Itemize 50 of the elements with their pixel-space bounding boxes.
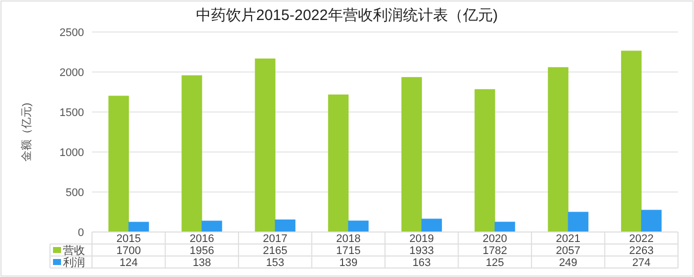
data-label: 1933 <box>409 245 434 257</box>
bar <box>254 58 276 232</box>
y-tick-label: 500 <box>66 187 84 199</box>
bar <box>568 212 588 232</box>
data-label: 124 <box>119 257 138 269</box>
bar <box>328 94 349 232</box>
data-label: 1700 <box>116 245 141 257</box>
chart-title: 中药饮片2015-2022年营收利润统计表（亿元) <box>196 7 498 24</box>
data-label: 1956 <box>190 245 214 257</box>
y-tick-label: 2500 <box>60 27 84 39</box>
bar <box>641 210 662 232</box>
bar <box>348 220 369 232</box>
x-tick-label: 2019 <box>409 233 434 245</box>
legend-label: 利润 <box>63 256 85 269</box>
data-label: 274 <box>632 257 651 269</box>
bar <box>621 50 642 232</box>
bar <box>108 96 129 232</box>
x-tick-label: 2021 <box>556 233 580 245</box>
x-tick-label: 2016 <box>190 233 214 245</box>
data-label: 2263 <box>629 245 654 257</box>
data-label: 2057 <box>556 245 580 257</box>
y-tick-label: 1000 <box>60 147 84 159</box>
data-label: 249 <box>558 257 578 269</box>
data-label: 1782 <box>482 245 508 257</box>
data-label: 125 <box>486 257 504 269</box>
y-tick-label: 2000 <box>60 67 84 79</box>
bar <box>474 89 496 232</box>
x-tick-label: 2018 <box>336 233 361 245</box>
bar <box>421 218 442 232</box>
data-label: 1715 <box>336 245 361 257</box>
y-tick-label: 0 <box>78 227 84 239</box>
x-tick-label: 2022 <box>629 233 654 245</box>
x-tick-label: 2015 <box>116 233 141 245</box>
data-label: 2165 <box>262 245 288 257</box>
y-tick-label: 1500 <box>60 107 84 119</box>
data-label: 163 <box>412 257 431 269</box>
data-label: 138 <box>192 257 212 269</box>
bar <box>548 67 568 232</box>
bar <box>401 77 422 232</box>
x-tick-label: 2020 <box>482 233 508 245</box>
x-tick-label: 2017 <box>262 233 288 245</box>
bar <box>202 220 222 232</box>
legend-label: 营收 <box>63 244 85 257</box>
bar <box>274 220 296 232</box>
bar <box>182 75 202 232</box>
bar <box>494 222 516 232</box>
bar <box>128 222 149 232</box>
y-axis-title: 金额（亿元) <box>20 102 33 162</box>
data-label: 139 <box>339 257 358 269</box>
data-label: 153 <box>266 257 284 269</box>
